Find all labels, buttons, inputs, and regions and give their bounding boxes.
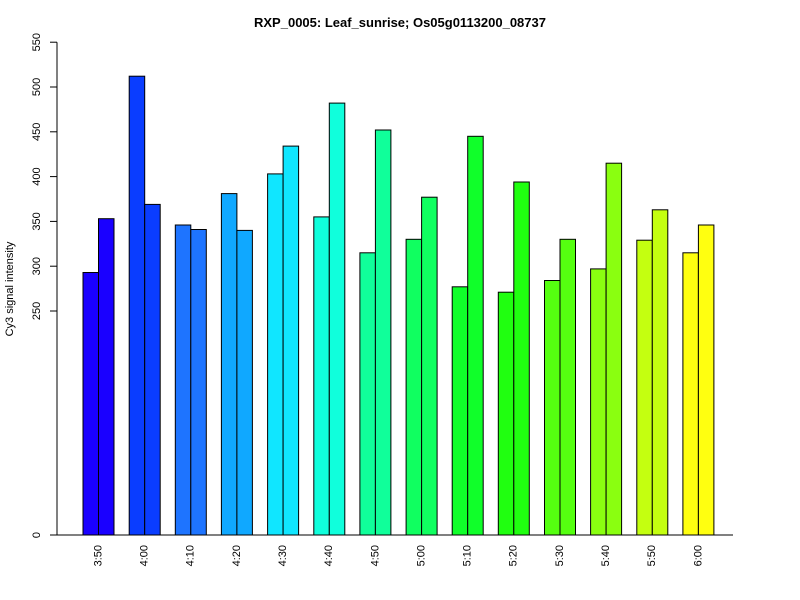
bar-440-1	[314, 217, 330, 535]
bar-600-1	[683, 253, 699, 535]
y-tick-label: 350	[31, 212, 43, 230]
bar-500-1	[406, 239, 422, 535]
bar-410-2	[191, 230, 207, 536]
bar-550-1	[637, 240, 653, 535]
x-tick-label: 5:10	[462, 545, 474, 566]
x-tick-label: 4:40	[323, 545, 335, 566]
x-tick-label: 5:50	[646, 545, 658, 566]
bar-520-1	[498, 292, 514, 535]
bar-400-1	[129, 76, 145, 535]
bar-430-2	[283, 146, 299, 535]
bar-530-2	[560, 239, 576, 535]
bar-550-2	[652, 210, 668, 535]
bar-420-2	[237, 230, 253, 535]
bar-600-2	[698, 225, 714, 535]
x-tick-label: 3:50	[92, 545, 104, 566]
x-tick-label: 4:10	[185, 545, 197, 566]
bar-410-1	[175, 225, 191, 535]
x-tick-label: 5:40	[600, 545, 612, 566]
y-axis: 0 250 300 350 400 450 500 550	[31, 33, 57, 538]
x-tick-label: 4:50	[369, 545, 381, 566]
y-tick-label: 500	[31, 78, 43, 96]
bar-500-2	[422, 197, 438, 535]
x-tick-label: 6:00	[692, 545, 704, 566]
bar-540-1	[591, 269, 607, 535]
x-tick-label: 4:20	[231, 545, 243, 566]
x-tick-label: 5:00	[416, 545, 428, 566]
x-axis: 3:50 4:00 4:10 4:20 4:30 4:40 4:50 5:00 5:10 5:20…	[57, 535, 733, 566]
bar-450-1	[360, 253, 376, 535]
bar-540-2	[606, 163, 622, 535]
bar-350-1	[83, 273, 99, 536]
bar-450-2	[375, 130, 391, 535]
bar-510-2	[468, 136, 484, 535]
bar-420-1	[221, 194, 237, 535]
y-tick-label: 450	[31, 123, 43, 141]
y-tick-label: 400	[31, 167, 43, 185]
bar-350-2	[99, 219, 115, 535]
chart-title: RXP_0005: Leaf_sunrise; Os05g0113200_087…	[254, 15, 546, 30]
y-axis-label: Cy3 signal intensity	[4, 241, 16, 336]
x-tick-label: 4:00	[139, 545, 151, 566]
y-tick-label: 550	[31, 33, 43, 51]
x-tick-label: 5:30	[554, 545, 566, 566]
x-tick-label: 5:20	[508, 545, 520, 566]
y-tick-label: 0	[31, 532, 43, 538]
bar-530-1	[545, 281, 561, 536]
y-tick-label: 300	[31, 257, 43, 275]
bar-430-1	[268, 174, 284, 535]
bar-440-2	[329, 103, 345, 535]
bars	[83, 76, 714, 535]
bar-510-1	[452, 287, 468, 535]
bar-400-2	[145, 204, 161, 535]
bar-520-2	[514, 182, 530, 535]
x-tick-label: 4:30	[277, 545, 289, 566]
y-tick-label: 250	[31, 302, 43, 320]
